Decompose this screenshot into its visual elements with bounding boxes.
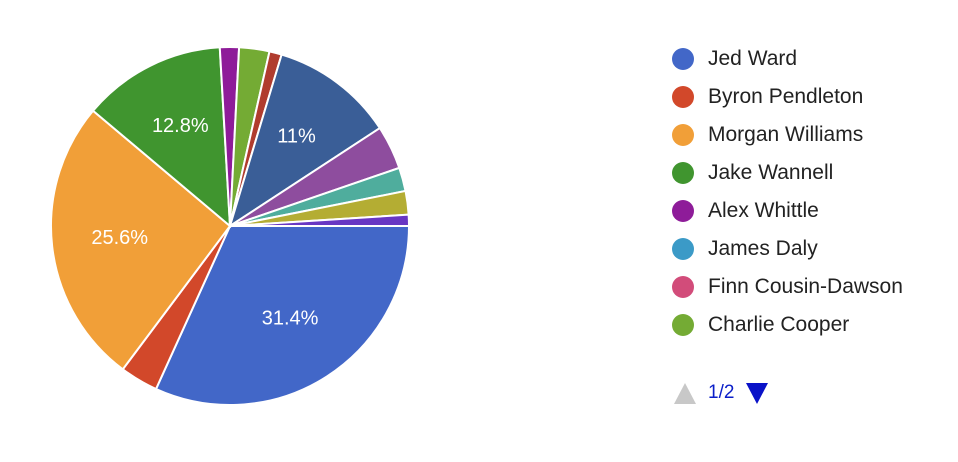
- legend-item-charlie-cooper[interactable]: Charlie Cooper: [672, 306, 903, 344]
- legend-swatch: [672, 48, 694, 70]
- legend-label: Alex Whittle: [708, 199, 819, 222]
- legend-label: Byron Pendleton: [708, 85, 864, 108]
- legend-item-james-daly[interactable]: James Daly: [672, 230, 903, 268]
- legend-label: Charlie Cooper: [708, 313, 850, 336]
- legend-swatch: [672, 314, 694, 336]
- legend-swatch: [672, 276, 694, 298]
- triangle-down-icon[interactable]: [746, 382, 769, 404]
- legend-item-alex-whittle[interactable]: Alex Whittle: [672, 192, 903, 230]
- legend-item-finn-cousin-dawson[interactable]: Finn Cousin-Dawson: [672, 268, 903, 306]
- pie-slices: [50, 46, 411, 406]
- legend-swatch: [672, 86, 694, 108]
- legend-label: James Daly: [708, 237, 818, 260]
- legend-item-byron-pendleton[interactable]: Byron Pendleton: [672, 78, 903, 116]
- pie-slice-jed-ward[interactable]: [154, 225, 411, 406]
- legend-label: Morgan Williams: [708, 123, 864, 146]
- legend-item-jed-ward[interactable]: Jed Ward: [672, 40, 903, 78]
- legend-item-morgan-williams[interactable]: Morgan Williams: [672, 116, 903, 154]
- pie-slice-morgan-williams[interactable]: [50, 109, 232, 371]
- triangle-up-icon: [674, 382, 696, 404]
- legend-swatch: [672, 124, 694, 146]
- legend-label: Jed Ward: [708, 47, 798, 70]
- pie-slice-label: 12.8%: [152, 115, 209, 137]
- legend-pager: 1/2: [674, 382, 769, 404]
- pie-slice-label: 11%: [277, 125, 316, 147]
- legend-swatch: [672, 238, 694, 260]
- legend: Jed Ward Byron Pendleton Morgan Williams Ja…: [672, 40, 903, 344]
- legend-page-indicator: 1/2: [708, 382, 735, 403]
- pie-slice-13[interactable]: [229, 213, 411, 227]
- pie-labels: 31.4% 25.6% 12.8% 11%: [91, 115, 318, 330]
- pie-slice-label: 25.6%: [91, 227, 148, 249]
- pie-slice-jake-wannell[interactable]: [91, 46, 232, 229]
- pie-slice-label: 31.4%: [262, 308, 319, 330]
- pie-chart: 31.4% 25.6% 12.8% 11%: [50, 46, 411, 406]
- legend-items: Jed Ward Byron Pendleton Morgan Williams Ja…: [672, 40, 903, 344]
- legend-item-jake-wannell[interactable]: Jake Wannell: [672, 154, 903, 192]
- legend-swatch: [672, 162, 694, 184]
- legend-label: Finn Cousin-Dawson: [708, 275, 903, 298]
- legend-swatch: [672, 200, 694, 222]
- pie-slice-9[interactable]: [228, 53, 382, 229]
- legend-label: Jake Wannell: [708, 161, 834, 184]
